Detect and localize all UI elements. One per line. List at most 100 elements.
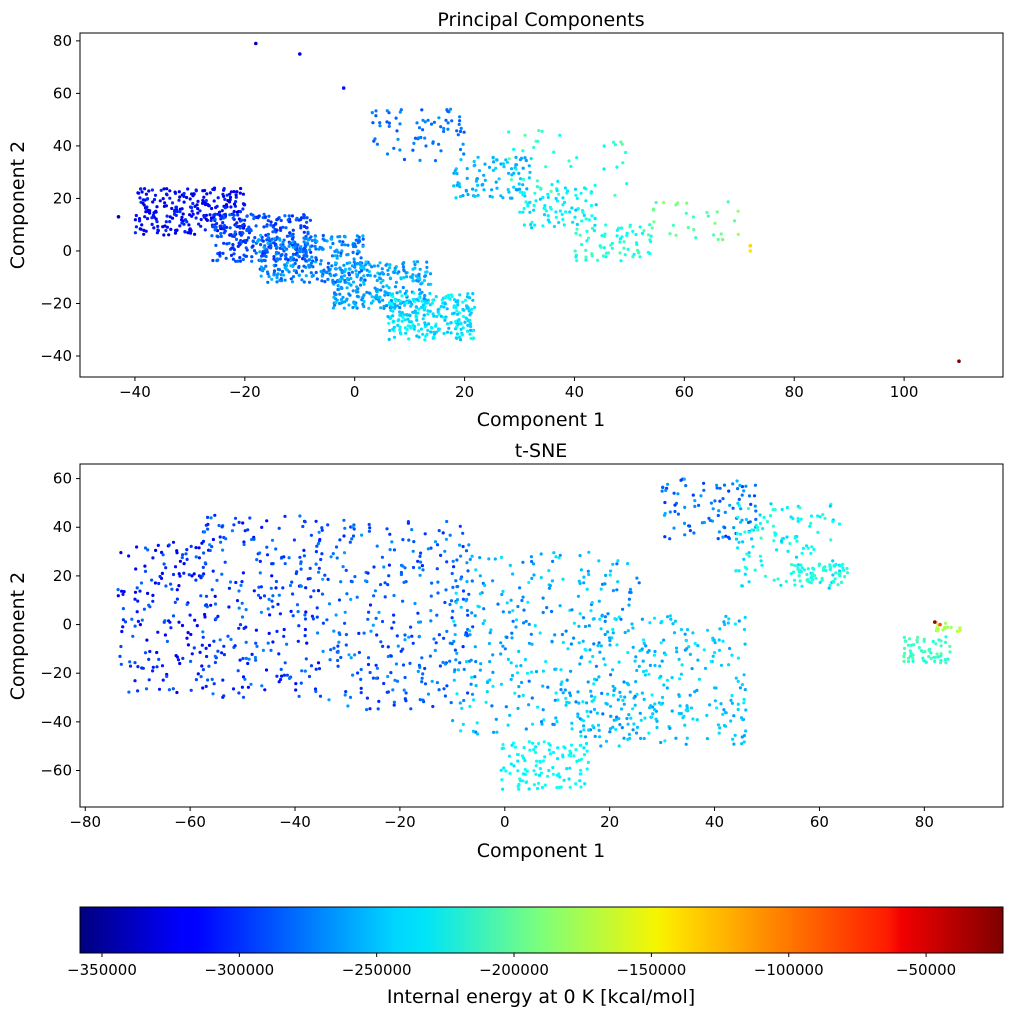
- tsne-scatter-point: [507, 610, 511, 614]
- pca-scatter-point: [455, 129, 459, 133]
- pca-scatter-point: [473, 194, 477, 198]
- pca-scatter-point: [252, 217, 256, 221]
- tsne-scatter-point: [339, 655, 343, 660]
- pca-scatter-point: [366, 273, 370, 277]
- pca-scatter-point: [491, 156, 495, 160]
- tsne-scatter-point: [775, 548, 779, 552]
- tsne-scatter-point: [939, 639, 943, 643]
- pca-scatter-point: [561, 203, 565, 207]
- tsne-scatter-point: [123, 620, 128, 624]
- pca-scatter-point: [230, 246, 234, 250]
- tsne-scatter-point: [797, 574, 801, 578]
- pca-scatter-point: [259, 233, 263, 237]
- pca-scatter-point: [311, 273, 315, 277]
- tsne-scatter-point: [182, 571, 186, 575]
- pca-scatter-point: [226, 199, 230, 203]
- tsne-scatter-point: [528, 748, 532, 752]
- tsne-scatter-point: [211, 537, 215, 542]
- pca-scatter-point: [691, 215, 696, 219]
- tsne-scatter-point: [468, 633, 472, 637]
- tsne-scatter-point: [403, 697, 407, 701]
- pca-scatter-point: [284, 257, 288, 261]
- pca-scatter-point: [674, 203, 678, 207]
- tsne-scatter-point: [753, 504, 757, 508]
- pca-scatter-point: [419, 327, 423, 331]
- pca-scatter-point: [271, 230, 275, 234]
- pca-scatter-point: [378, 295, 382, 299]
- tsne-scatter-point: [716, 723, 721, 727]
- tsne-scatter-point: [250, 652, 254, 657]
- pca-scatter-point: [414, 311, 418, 315]
- tsne-scatter-point: [653, 702, 657, 706]
- tsne-scatter-point: [582, 581, 586, 585]
- pca-scatter-point: [386, 272, 390, 277]
- tsne-scatter-point: [313, 687, 318, 691]
- pca-scatter-point: [257, 238, 261, 242]
- pca-scatter-point: [272, 269, 277, 273]
- pca-scatter-point: [165, 214, 169, 218]
- tsne-scatter-point: [585, 587, 589, 591]
- pca-scatter-point: [194, 216, 198, 220]
- tsne-scatter-point: [459, 605, 463, 609]
- tsne-scatter-point: [240, 601, 244, 605]
- pca-scatter-point: [532, 145, 536, 150]
- tsne-scatter-point: [611, 668, 615, 672]
- pca-scatter-point: [535, 179, 540, 183]
- tsne-scatter-point: [598, 617, 602, 621]
- tsne-scatter-point: [240, 580, 244, 584]
- tsne-scatter-point: [473, 614, 477, 618]
- tsne-scatter-point: [527, 580, 531, 585]
- tsne-scatter-point: [258, 596, 263, 600]
- pca-scatter-point: [321, 233, 325, 238]
- tsne-scatter-point: [611, 589, 616, 593]
- pca-scatter-point: [378, 261, 382, 265]
- tsne-scatter-point: [180, 556, 184, 560]
- tsne-scatter-point: [661, 485, 665, 489]
- tsne-scatter-point: [449, 599, 454, 603]
- pca-scatter-point: [345, 261, 349, 265]
- pca-scatter-point: [619, 140, 623, 144]
- pca-scatter-point: [736, 209, 740, 213]
- tsne-scatter-point: [706, 628, 710, 632]
- pca-scatter-point: [402, 313, 407, 317]
- tsne-scatter-point: [222, 653, 226, 657]
- pca-scatter-point: [391, 314, 395, 318]
- pca-scatter-point: [287, 244, 291, 248]
- tsne-scatter-point: [499, 652, 503, 656]
- tsne-scatter-point: [468, 704, 472, 709]
- tsne-scatter-point: [648, 621, 652, 625]
- pca-scatter-point: [584, 255, 588, 259]
- pca-scatter-point: [733, 219, 737, 223]
- pca-scatter-point: [458, 115, 462, 119]
- tsne-scatter-point: [337, 640, 341, 644]
- tsne-scatter-point: [492, 730, 496, 734]
- tsne-scatter-point: [252, 537, 256, 541]
- pca-scatter-point: [301, 247, 305, 251]
- pca-scatter-point: [456, 303, 460, 307]
- pca-scatter-point: [409, 325, 413, 330]
- tsne-scatter-point: [527, 641, 532, 645]
- pca-scatter-point: [580, 219, 584, 223]
- pca-scatter-point: [425, 260, 429, 264]
- tsne-scatter-point: [119, 662, 123, 666]
- tsne-y-tick-label: 0: [62, 616, 72, 634]
- pca-scatter-point: [398, 328, 402, 332]
- tsne-scatter-point: [589, 710, 593, 714]
- tsne-scatter-point: [685, 647, 689, 651]
- tsne-scatter-point: [194, 678, 198, 682]
- pca-scatter-point: [178, 224, 182, 228]
- pca-scatter-point: [432, 335, 436, 339]
- pca-scatter-point: [636, 248, 640, 252]
- pca-scatter-point: [330, 264, 334, 268]
- tsne-scatter-point: [127, 554, 131, 558]
- pca-scatter-point: [454, 167, 458, 171]
- pca-scatter-point: [283, 263, 287, 267]
- pca-scatter-point: [546, 192, 550, 196]
- pca-scatter-point: [522, 206, 526, 211]
- pca-scatter-point: [335, 248, 339, 252]
- pca-scatter-point: [554, 210, 558, 214]
- tsne-chart-title: t-SNE: [515, 440, 568, 462]
- tsne-scatter-point: [314, 689, 318, 694]
- pca-scatter-point: [603, 232, 607, 236]
- tsne-scatter-point: [572, 636, 576, 640]
